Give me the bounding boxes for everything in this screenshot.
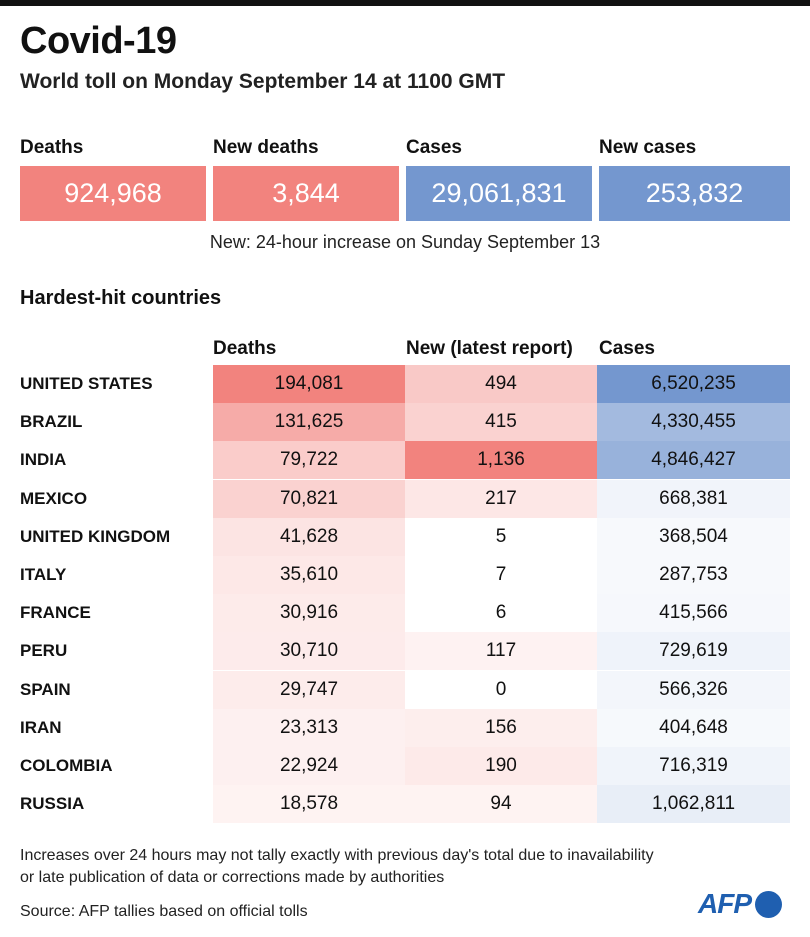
cell-deaths: 30,916 [213,594,405,633]
summary-label-new-cases: New cases [599,137,697,158]
cell-deaths: 23,313 [213,708,405,747]
country-name: MEXICO [20,488,88,508]
country-name: COLOMBIA [20,756,113,775]
summary-new-deaths-box: 3,844 [213,166,399,221]
summary-label-cases: Cases [406,137,462,158]
country-name: PERU [20,641,68,661]
cell-cases: 368,504 [597,517,790,556]
table-row: PERU 30,710 117 729,619 [0,632,810,671]
country-name: SPAIN [20,679,71,699]
table-row: RUSSIA 18,578 94 1,062,811 [0,785,810,824]
country-name: FRANCE [20,603,91,623]
cell-cases: 415,566 [597,594,790,633]
cell-cases: 729,619 [597,632,790,671]
afp-logo-text: AFP [698,888,752,919]
table-row: IRAN 23,313 156 404,648 [0,708,810,747]
column-header-cases: Cases [599,338,655,359]
cell-cases: 566,326 [597,670,790,709]
page-title: Covid-19 [20,20,177,62]
section-title: Hardest-hit countries [20,287,222,309]
cell-new: 5 [405,517,597,556]
table-row: SPAIN 29,747 0 566,326 [0,670,810,709]
cell-deaths: 79,722 [213,441,405,480]
cell-new: 1,136 [405,441,597,480]
cell-deaths: 131,625 [213,403,405,442]
cell-cases: 404,648 [597,708,790,747]
cell-new: 190 [405,747,597,785]
cell-cases: 1,062,811 [597,785,790,824]
cell-cases: 716,319 [597,747,790,785]
cell-deaths: 29,747 [213,670,405,709]
cell-deaths: 18,578 [213,785,405,824]
country-name: INDIA [20,450,67,470]
summary-deaths-box: 924,968 [20,166,206,221]
cell-new: 494 [405,365,597,403]
cell-cases: 4,330,455 [597,403,790,442]
summary-new-cases-box: 253,832 [599,166,790,221]
table-row: UNITED KINGDOM 41,628 5 368,504 [0,517,810,556]
cell-deaths: 70,821 [213,479,405,518]
cell-deaths: 22,924 [213,747,405,785]
country-name: UNITED KINGDOM [20,526,171,546]
table-row: COLOMBIA 22,924 190 716,319 [0,747,810,785]
cell-deaths: 41,628 [213,517,405,556]
cell-new: 6 [405,594,597,633]
subtitle: World toll on Monday September 14 at 110… [20,70,506,93]
country-name: UNITED STATES [20,374,153,393]
column-header-deaths: Deaths [213,338,277,359]
source: Source: AFP tallies based on official to… [20,903,308,920]
footnote-line-2: or late publication of data or correctio… [20,869,445,886]
cell-deaths: 194,081 [213,365,405,403]
cell-new: 156 [405,708,597,747]
cell-new: 117 [405,632,597,671]
cell-new: 415 [405,403,597,442]
country-name: RUSSIA [20,794,85,814]
afp-logo-circle [755,890,782,918]
summary-cases-box: 29,061,831 [406,166,592,221]
cell-cases: 6,520,235 [597,365,790,403]
country-name: IRAN [20,717,62,737]
column-header-new: New (latest report) [406,338,573,359]
country-name: BRAZIL [20,412,83,432]
table-row: UNITED STATES 194,081 494 6,520,235 [0,365,810,403]
cell-new: 0 [405,670,597,709]
cell-new: 7 [405,556,597,594]
cell-new: 217 [405,479,597,518]
cell-deaths: 30,710 [213,632,405,671]
summary-label-deaths: Deaths [20,137,84,158]
cell-deaths: 35,610 [213,556,405,594]
country-name: ITALY [20,565,67,584]
table-row: FRANCE 30,916 6 415,566 [0,594,810,633]
table-row: ITALY 35,610 7 287,753 [0,556,810,594]
note: New: 24-hour increase on Sunday Septembe… [209,232,601,252]
afp-logo: AFP [698,888,782,920]
table-row: INDIA 79,722 1,136 4,846,427 [0,441,810,480]
cell-new: 94 [405,785,597,824]
table-row: BRAZIL 131,625 415 4,330,455 [0,403,810,442]
table-row: MEXICO 70,821 217 668,381 [0,479,810,518]
cell-cases: 287,753 [597,556,790,594]
cell-cases: 668,381 [597,479,790,518]
cell-cases: 4,846,427 [597,441,790,480]
footnote-line-1: Increases over 24 hours may not tally ex… [20,847,654,864]
summary-label-new-deaths: New deaths [213,137,319,158]
top-bar [0,0,810,6]
